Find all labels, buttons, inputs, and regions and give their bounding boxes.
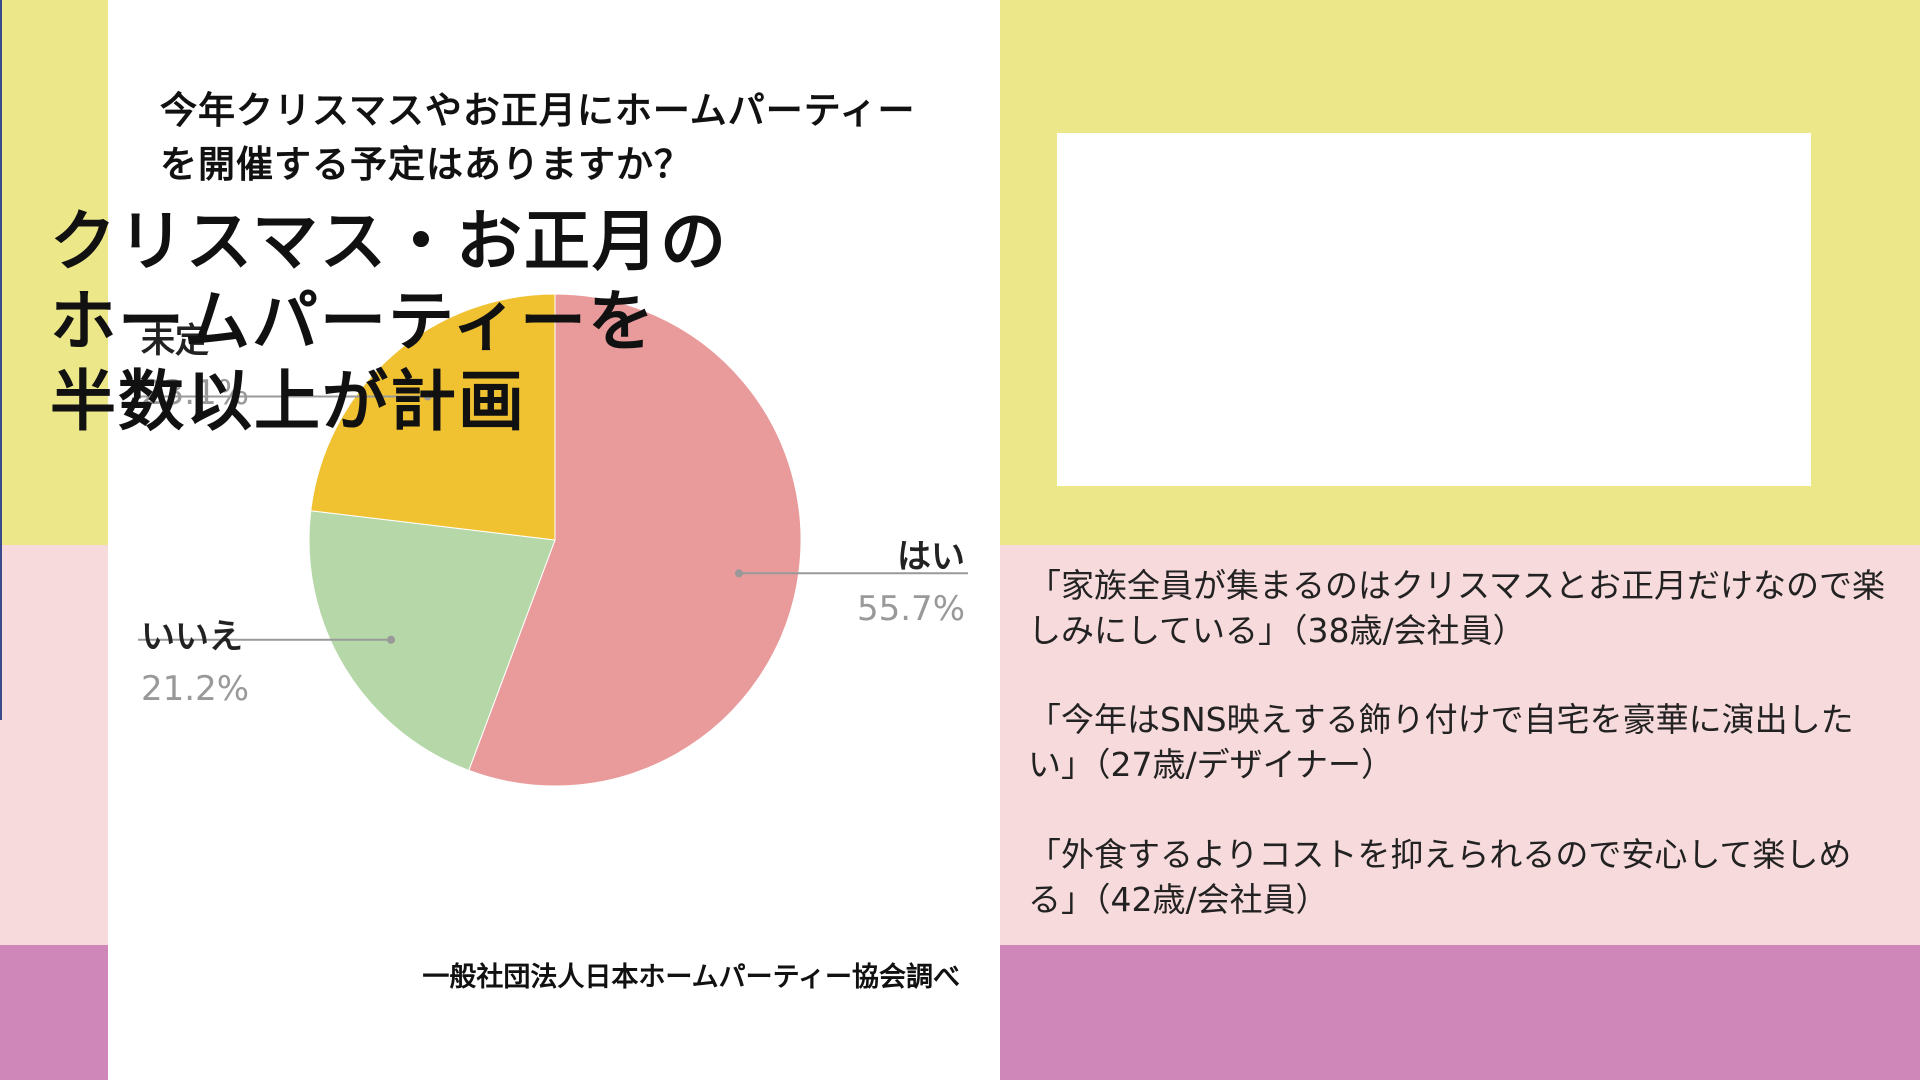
pie-chart: はい 55.7% いいえ 21.2% 未定 23.1%	[138, 293, 968, 787]
slice-value-1: 21.2%	[141, 669, 249, 709]
leader-dot-0	[734, 569, 743, 578]
slice-label-2: 未定	[141, 321, 209, 361]
leader-dot-1	[387, 635, 396, 644]
headline-line-2: ホームパーティーを	[50, 283, 657, 360]
headline-box	[1057, 133, 1811, 486]
left-edge-line	[0, 0, 2, 720]
source-note: 一般社団法人日本ホームパーティー協会調べ	[422, 962, 960, 993]
quote-3: 「外食するよりコストを抑えられるので安心して楽しめる」（42歳/会社員）	[1028, 835, 1852, 919]
pie-slice-2	[310, 293, 556, 541]
quote-1: 「家族全員が集まるのはクリスマスとお正月だけなので楽しみにしている」（38歳/会…	[1028, 566, 1886, 650]
pie-slice-1	[308, 510, 556, 772]
leader-dot-2	[423, 392, 432, 401]
headline-line-3: 半数以上が計画	[50, 363, 526, 440]
slice-value-2: 23.1%	[141, 373, 249, 413]
slice-label-1: いいえ	[141, 617, 243, 657]
chart-card: 今年クリスマスやお正月にホームパーティーを開催する予定はありますか？ はい 55.…	[108, 0, 1000, 1080]
pie-slice-0	[468, 293, 802, 787]
survey-question: 今年クリスマスやお正月にホームパーティーを開催する予定はありますか？	[160, 89, 916, 186]
headline-line-1: クリスマス・お正月の	[50, 203, 729, 280]
quote-2: 「今年はSNS映えする飾り付けで自宅を豪華に演出したい」（27歳/デザイナー）	[1028, 700, 1854, 784]
slice-value-0: 55.7%	[857, 589, 965, 629]
slice-label-0: はい	[897, 537, 965, 577]
